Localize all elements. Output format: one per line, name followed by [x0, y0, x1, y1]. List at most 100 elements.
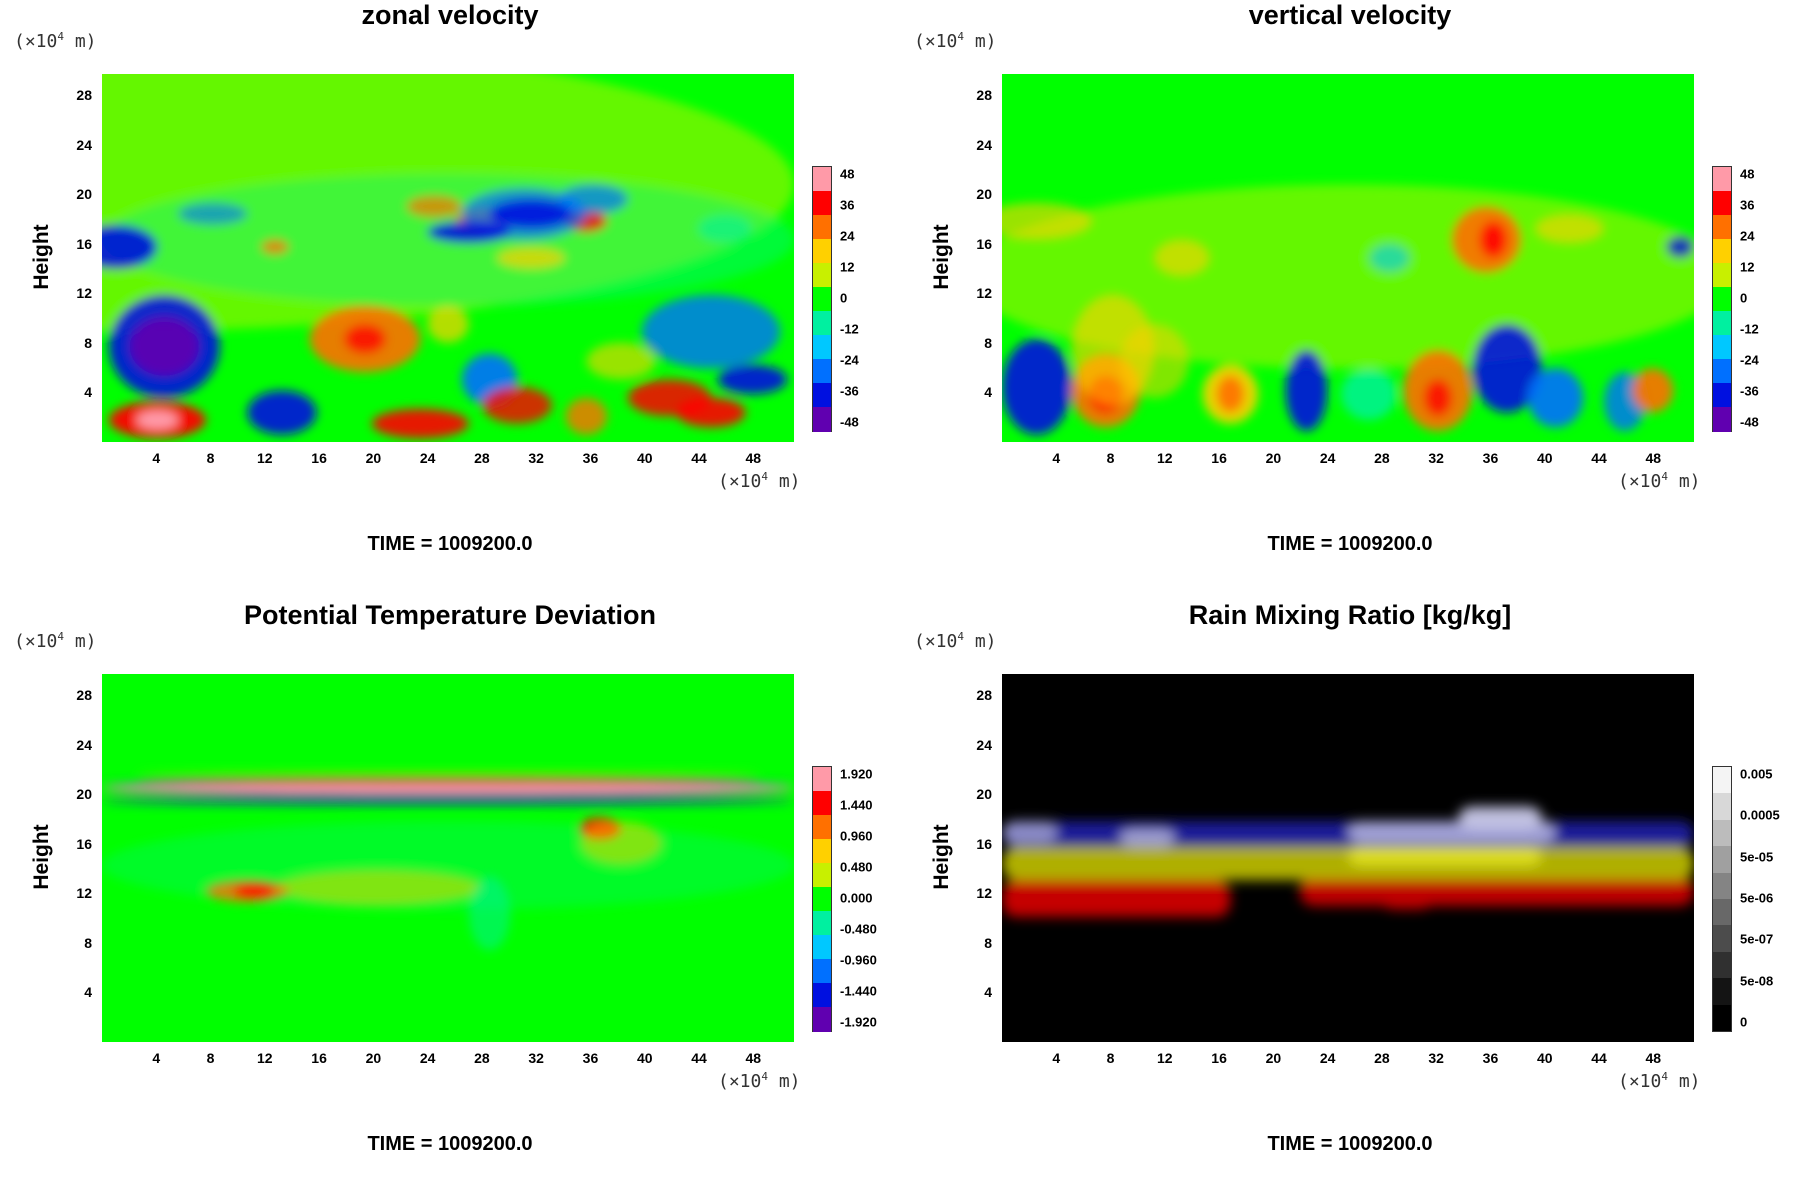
field-feature	[1341, 368, 1397, 420]
field-feature	[468, 876, 511, 950]
x-tick-label: 44	[1591, 450, 1607, 466]
colorbar-tick-label: 48	[840, 166, 855, 182]
colorbar-segment	[1713, 899, 1731, 926]
colorbar-segment	[1713, 951, 1731, 979]
x-tick-label: 40	[1536, 450, 1553, 466]
x-axis-unit: (×104 m)	[1618, 1070, 1701, 1092]
x-tick-label: 32	[1428, 1050, 1444, 1066]
colorbar-tick-label: 48	[1740, 166, 1755, 182]
field-feature	[427, 305, 469, 343]
colorbar-segment	[1713, 846, 1731, 874]
field-feature	[1534, 213, 1605, 244]
field-feature	[233, 883, 275, 899]
field-feature	[1527, 368, 1584, 428]
colorbar-tick-label: 0.000	[840, 890, 873, 906]
colorbar-segment	[1713, 383, 1731, 408]
x-tick-label: 24	[1319, 1050, 1336, 1066]
time-label: TIME = 1009200.0	[367, 1133, 533, 1155]
rain-layer	[1458, 806, 1542, 829]
colorbar-tick-label: 1.440	[840, 797, 873, 813]
y-axis-label: Height	[30, 824, 53, 890]
colorbar-segment	[813, 311, 831, 336]
rain-layer	[1002, 880, 1231, 917]
field-feature	[1154, 239, 1210, 277]
field-feature	[489, 199, 573, 229]
colorbar-tick-label: 1.920	[840, 766, 873, 782]
colorbar-segment	[813, 983, 831, 1008]
x-tick-label: 12	[1157, 450, 1173, 466]
field-feature	[247, 390, 317, 435]
colorbar	[812, 766, 832, 1032]
colorbar-segment	[813, 191, 831, 216]
x-tick-label: 12	[257, 1050, 273, 1066]
colorbar-segment	[813, 335, 831, 360]
field-feature	[1424, 379, 1452, 417]
colorbar-tick-label: 0	[1740, 290, 1748, 306]
colorbar-tick-label: 36	[1740, 197, 1755, 213]
colorbar-segment	[813, 215, 831, 240]
colorbar	[1712, 766, 1732, 1032]
field-feature	[1285, 350, 1328, 431]
y-axis-label: Height	[30, 224, 53, 290]
colorbar-segment	[1713, 359, 1731, 384]
x-tick-label: 24	[419, 1050, 436, 1066]
x-tick-label: 28	[474, 1050, 490, 1066]
field-feature	[344, 324, 386, 354]
colorbar-segment	[1713, 335, 1731, 360]
colorbar-segment	[813, 407, 831, 432]
colorbar-segment	[1713, 1004, 1731, 1032]
x-tick-label: 4	[152, 1050, 161, 1066]
x-tick-label: 28	[474, 450, 490, 466]
x-tick-label: 32	[528, 1050, 544, 1066]
x-tick-label: 32	[1428, 450, 1444, 466]
rain-layer	[1299, 876, 1694, 906]
colorbar-tick-label: 5e-06	[1740, 890, 1774, 906]
x-tick-label: 48	[1645, 450, 1662, 466]
colorbar-segment	[1713, 819, 1731, 847]
y-tick-label: 4	[984, 384, 992, 401]
colorbar-tick-label: 24	[840, 228, 855, 244]
chart-title: Potential Temperature Deviation	[243, 600, 657, 630]
y-tick-label: 24	[76, 736, 92, 753]
field-feature	[558, 184, 628, 214]
field-feature	[136, 771, 760, 776]
y-tick-label: 20	[76, 186, 92, 203]
x-tick-label: 8	[206, 450, 215, 466]
x-tick-label: 4	[1052, 450, 1061, 466]
y-tick-label: 16	[76, 835, 92, 852]
colorbar-tick-label: -24	[1740, 352, 1759, 368]
chart-panel-vertical-velocity: vertical velocity (×104 m) (×104 m) Height T…	[900, 0, 1800, 600]
field-feature	[482, 386, 552, 424]
field-feature	[178, 202, 248, 225]
y-tick-label: 12	[76, 285, 92, 302]
heatmap-field	[1002, 674, 1694, 1042]
heatmap-plot-area	[1002, 674, 1694, 1042]
x-tick-label: 16	[1211, 1050, 1227, 1066]
colorbar-tick-label: 24	[1740, 228, 1755, 244]
x-tick-label: 24	[1319, 450, 1336, 466]
colorbar-segment	[1713, 872, 1731, 900]
x-tick-label: 32	[528, 450, 544, 466]
field-feature	[371, 408, 469, 439]
colorbar-tick-label: -48	[840, 414, 859, 430]
field-feature	[1666, 235, 1694, 258]
colorbar-segment	[1713, 167, 1731, 192]
rain-layer	[1382, 898, 1432, 910]
y-tick-label: 8	[84, 934, 92, 951]
colorbar-segment	[813, 767, 831, 792]
colorbar-segment	[1713, 407, 1731, 432]
x-tick-label: 28	[1374, 1050, 1390, 1066]
colorbar-segment	[813, 839, 831, 864]
field-feature	[275, 869, 483, 906]
y-tick-label: 12	[976, 885, 992, 902]
x-tick-label: 8	[206, 1050, 215, 1066]
heatmap-plot-area	[1002, 74, 1694, 442]
x-tick-label: 16	[311, 450, 327, 466]
colorbar-segment	[813, 959, 831, 984]
colorbar-tick-label: -36	[1740, 383, 1759, 399]
x-tick-label: 40	[636, 1050, 653, 1066]
field-feature	[136, 410, 179, 430]
colorbar-segment	[1713, 767, 1731, 794]
y-tick-label: 16	[976, 835, 992, 852]
chart-panel-zonal-velocity: zonal velocity (×104 m) (×104 m) Height TIME…	[0, 0, 900, 600]
